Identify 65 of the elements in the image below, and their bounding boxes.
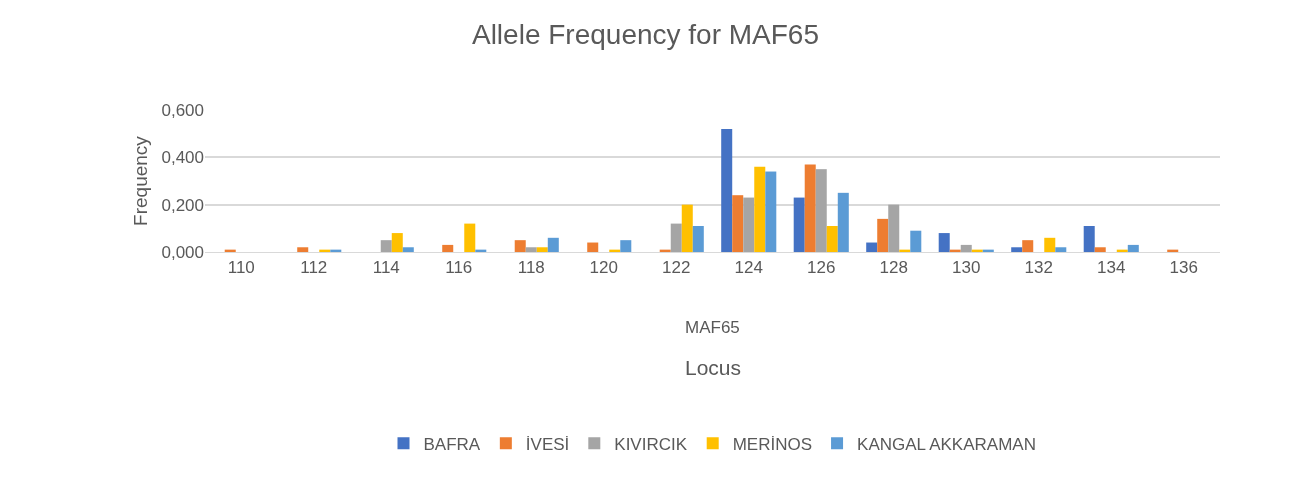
- bar: [815, 169, 827, 252]
- bar: [692, 225, 704, 252]
- x-tick-label: 112: [300, 258, 328, 278]
- legend-label: MERİNOS: [732, 434, 813, 454]
- bar: [1083, 225, 1095, 252]
- bar: [1127, 244, 1139, 252]
- bar: [1044, 237, 1056, 252]
- x-tick-label: 124: [734, 258, 763, 278]
- x-tick-label: 132: [1024, 258, 1053, 278]
- bar: [1055, 247, 1067, 252]
- bar: [514, 240, 526, 252]
- legend-label: İVESİ: [525, 434, 570, 454]
- x-axis-title: Locus: [685, 356, 742, 379]
- bar: [826, 225, 838, 252]
- y-tick-label: 0,000: [161, 242, 204, 262]
- y-tick-label: 0,400: [161, 148, 204, 168]
- bar: [380, 240, 392, 252]
- x-tick-label: 128: [879, 258, 908, 278]
- bar: [1022, 240, 1034, 252]
- legend-label: BAFRA: [423, 434, 481, 454]
- legend-label: KANGAL AKKARAMAN: [857, 434, 1036, 454]
- bar: [587, 242, 599, 252]
- bar: [464, 223, 476, 252]
- bar: [721, 128, 733, 252]
- bar: [681, 204, 693, 252]
- bar: [910, 230, 922, 252]
- text: MAF65: [685, 318, 740, 337]
- legend-label: KIVIRCIK: [614, 434, 688, 454]
- bar: [442, 244, 454, 252]
- x-tick-label: 134: [1097, 258, 1126, 278]
- x-tick-label: 110: [227, 258, 255, 278]
- bar: [1011, 247, 1023, 252]
- bar: [547, 237, 559, 252]
- bar: [743, 197, 755, 252]
- y-tick-label: 0,600: [161, 100, 204, 120]
- bar: [960, 244, 972, 252]
- bar: [754, 166, 766, 252]
- x-tick-label: 122: [662, 258, 691, 278]
- bar: [765, 171, 777, 252]
- y-axis-title: Frequency: [130, 135, 152, 226]
- bar: [1094, 247, 1106, 252]
- x-tick-label: 136: [1169, 258, 1198, 278]
- bar: [525, 247, 537, 252]
- bar: [391, 233, 403, 252]
- x-tick-label: 120: [589, 258, 618, 278]
- bar: [732, 195, 744, 252]
- x-tick-label: 114: [372, 258, 400, 278]
- x-tick-label: 130: [952, 258, 981, 278]
- bar: [938, 233, 950, 252]
- bar: [620, 240, 632, 252]
- bar: [804, 164, 816, 252]
- x-tick-label: 116: [445, 258, 473, 278]
- x-tick-label: 118: [517, 258, 545, 278]
- bar: [793, 197, 805, 252]
- bar: [536, 247, 548, 252]
- y-tick-label: 0,200: [161, 195, 204, 215]
- bar: [670, 223, 682, 252]
- chart-title: Allele Frequency for MAF65: [471, 19, 820, 51]
- bar: [877, 218, 889, 252]
- bar: [888, 204, 900, 252]
- bar: [866, 242, 878, 252]
- bar: [837, 192, 849, 252]
- bar: [297, 247, 309, 252]
- bar: [402, 247, 414, 252]
- x-tick-label: 126: [807, 258, 836, 278]
